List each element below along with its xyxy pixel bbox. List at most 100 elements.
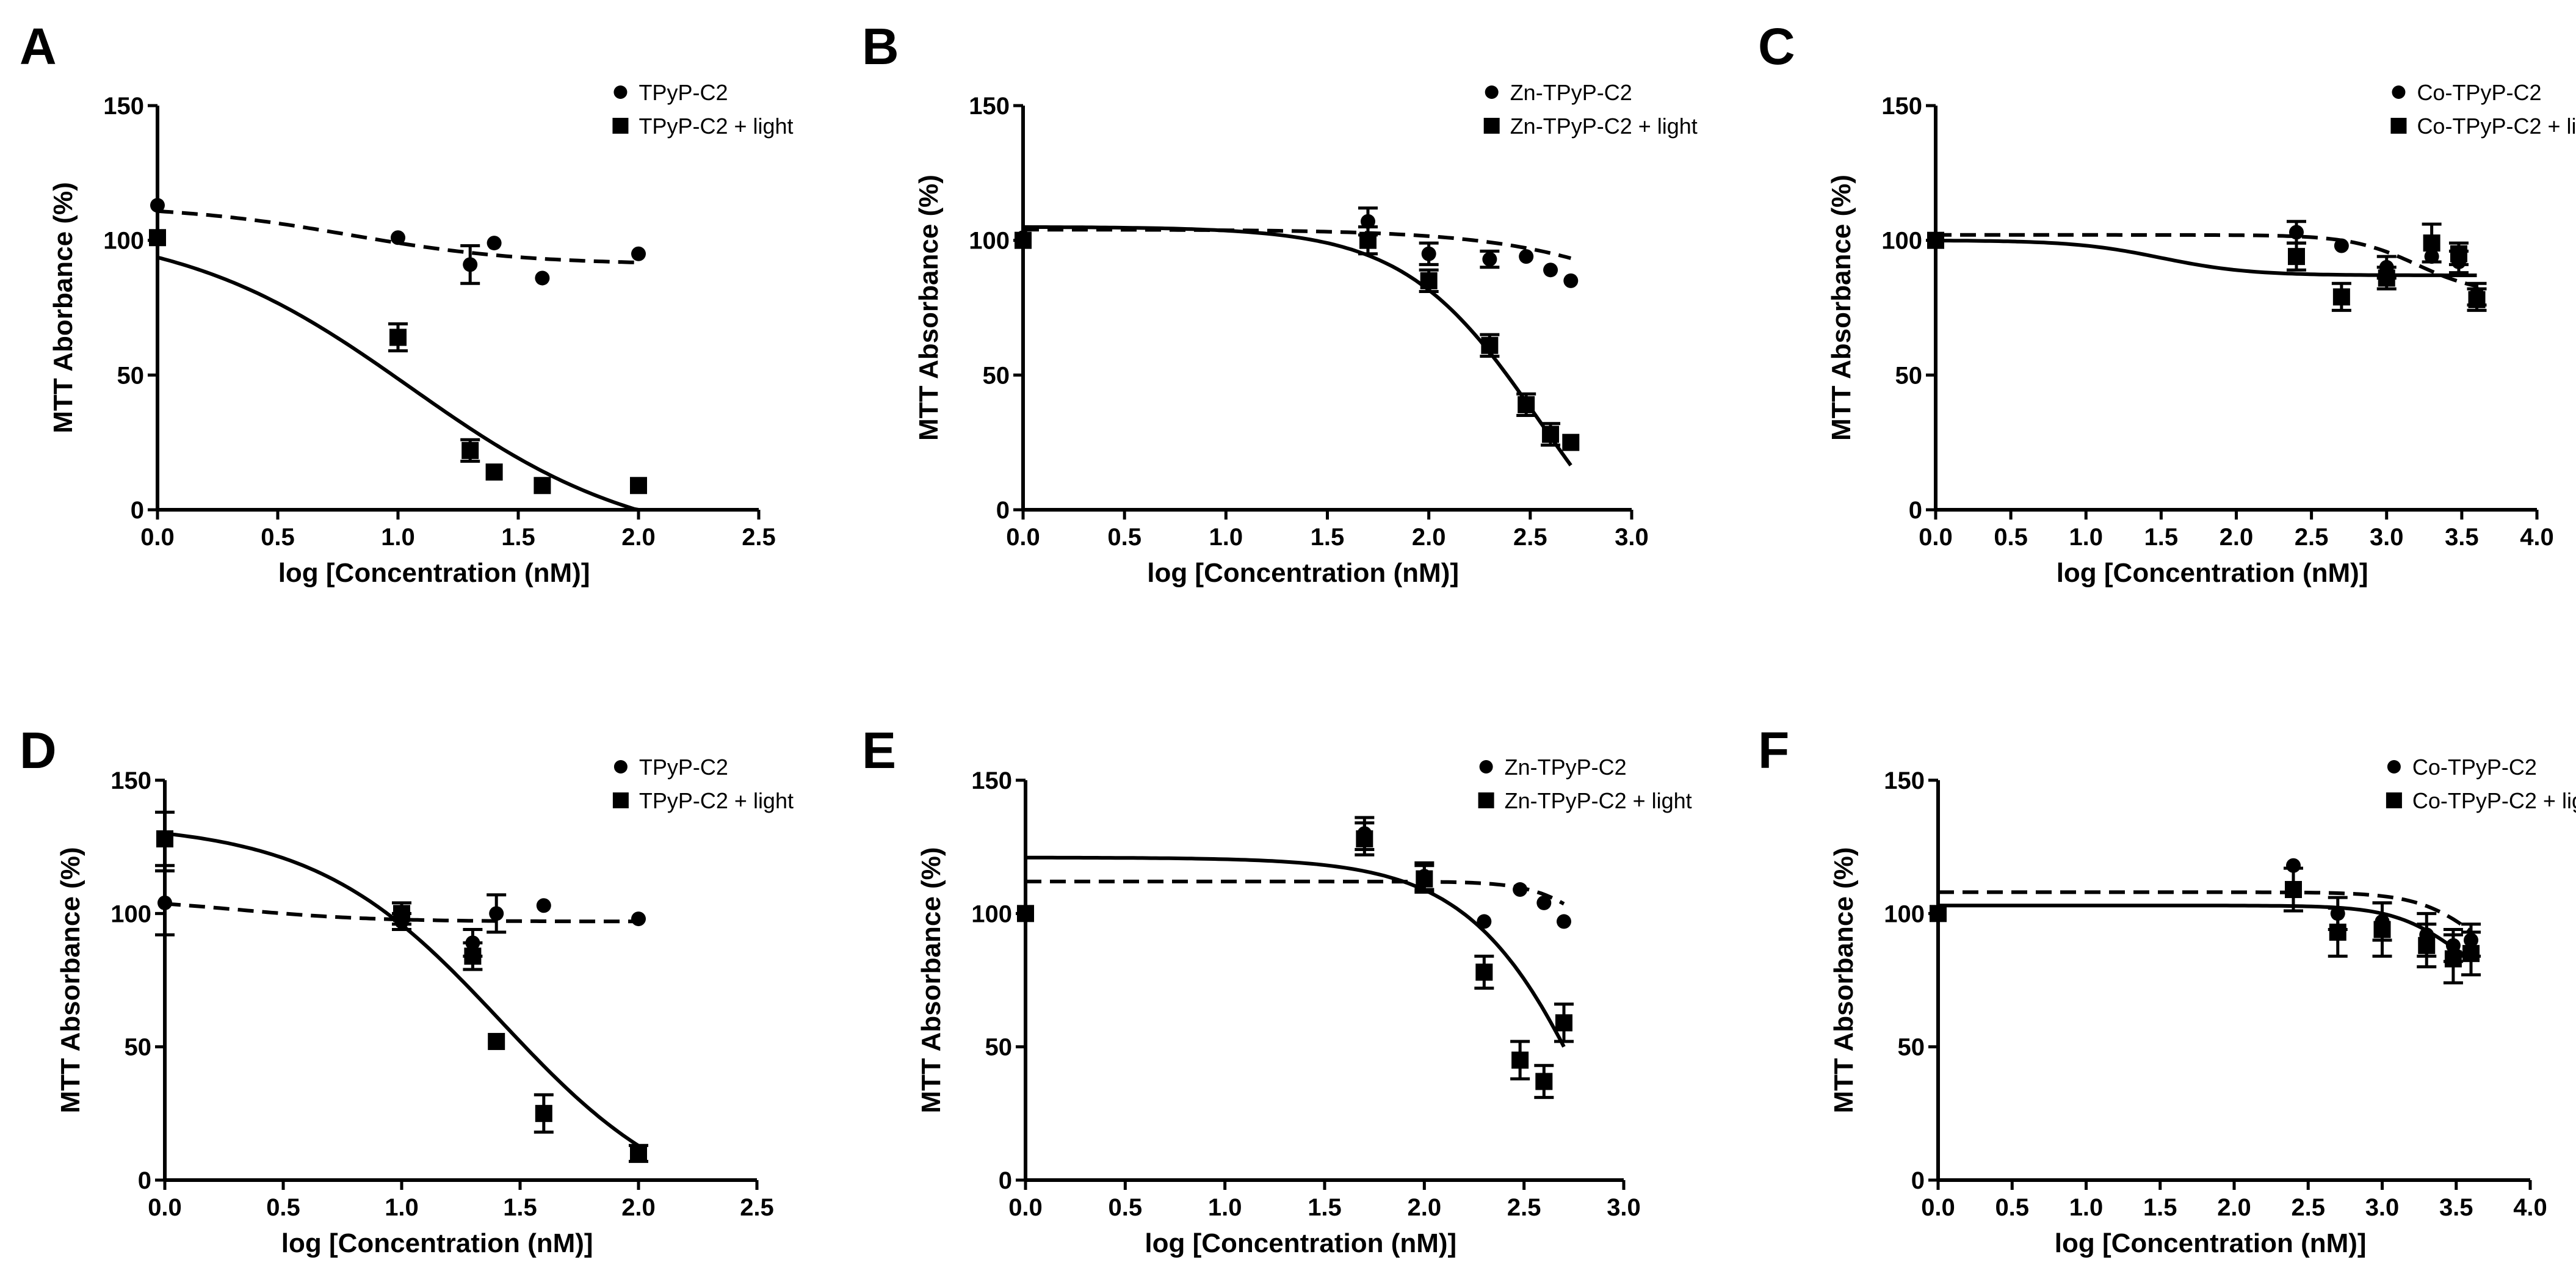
data-point-circle [489,906,504,921]
data-point-square [2373,921,2391,938]
legend-label: TPyP-C2 [639,755,728,780]
data-point-square [149,229,166,247]
y-tick-label: 0 [131,497,144,524]
data-point-circle [631,246,646,261]
fit-curve [1023,228,1572,260]
panel-letter: B [862,18,899,75]
data-point-square [1017,905,1034,922]
y-tick-label: 0 [1909,497,1922,524]
legend: Zn-TPyP-C2 Zn-TPyP-C2 + light [1478,755,1692,813]
y-tick-label: 150 [110,767,151,794]
y-tick-label: 0 [1911,1167,1925,1194]
legend: Zn-TPyP-C2 Zn-TPyP-C2 + light [1483,80,1698,139]
y-tick-label: 100 [969,228,1010,255]
data-point-square [630,1145,647,1162]
data-point-square [488,1032,505,1050]
panel-e: E 0.0 0.5 1.0 1.5 2.0 2.5 3.0 0 50 100 150 log [Conc… [862,722,1692,1258]
y-tick-label: 100 [1881,228,1922,255]
y-tick-label: 50 [125,1034,152,1061]
legend: Co-TPyP-C2 Co-TPyP-C2 + light [2386,755,2576,813]
legend-label: Co-TPyP-C2 [2417,80,2541,105]
panel-letter: D [20,722,57,779]
x-tick-label: 2.0 [1412,524,1446,551]
legend: TPyP-C2 TPyP-C2 + light [612,80,794,139]
x-tick-label: 0.0 [1006,524,1040,551]
panel-a: A 0.0 0.5 1.0 1.5 2.0 2.5 0 50 100 150 log [Concent… [20,18,794,588]
data-point-square [485,463,503,481]
x-tick-label: 1.5 [2143,1194,2177,1221]
x-tick-label: 0.0 [1008,1194,1043,1221]
data-point-square [1511,1051,1529,1069]
data-point-circle [487,236,502,251]
legend-marker-circle [2387,760,2401,774]
x-axis-title: log [Concentration (nM)] [281,1228,593,1258]
legend-label: TPyP-C2 + light [639,114,793,139]
fit-curve [164,832,640,1148]
data-point-circle [1543,263,1558,278]
x-tick-label: 2.0 [621,1194,656,1221]
x-tick-label: 0.5 [1109,1194,1143,1221]
y-tick-label: 100 [110,900,151,927]
y-tick-label: 50 [1895,362,1923,389]
data-point-circle [1557,914,1571,929]
series-light [1930,866,2481,985]
data-point-square [464,947,482,965]
x-axis-title: log [Concentration (nM)] [1145,1228,1456,1258]
y-tick-label: 150 [103,93,144,120]
data-point-circle [1519,249,1534,264]
fit-curve [1026,855,1566,1048]
data-point-circle [391,230,405,245]
data-point-square [389,328,407,346]
legend-marker-square [1478,792,1494,808]
series-light [1015,225,1580,466]
x-tick-label: 0.0 [140,524,175,551]
y-axis-title: MTT Absorbance (%) [1829,847,1859,1114]
legend-label: Co-TPyP-C2 + light [2412,788,2576,813]
data-point-square [393,905,410,922]
x-tick-label: 0.0 [1921,1194,1955,1221]
x-tick-label: 4.0 [2520,524,2554,551]
y-tick-label: 100 [1884,900,1925,927]
fit-curve [157,209,639,264]
data-point-circle [1421,246,1436,261]
data-point-square [1518,396,1535,413]
panel-letter: A [20,18,57,75]
x-tick-label: 2.5 [1507,1194,1541,1221]
x-tick-label: 2.5 [2291,1194,2325,1221]
data-point-square [1927,231,1944,249]
legend-marker-square [1483,118,1500,134]
legend-marker-circle [1479,760,1493,774]
legend-marker-circle [613,760,628,774]
data-point-circle [1536,895,1552,910]
series-light [1017,821,1574,1100]
data-point-square [1416,870,1433,888]
legend-marker-circle [1485,85,1499,99]
panel-f: F 0.0 0.5 1.0 1.5 2.0 2.5 3.0 3.5 4.0 0 50 100 150 log… [1758,722,2576,1258]
x-tick-label: 0.5 [1995,1194,2029,1221]
y-axis-title: MTT Absorbance (%) [1826,175,1856,441]
y-tick-label: 150 [1884,767,1925,794]
x-tick-label: 3.5 [2439,1194,2473,1221]
x-tick-label: 0.0 [1919,524,1953,551]
x-tick-label: 2.0 [621,524,656,551]
x-tick-label: 2.5 [1513,524,1547,551]
data-point-square [534,477,551,495]
legend-marker-square [612,792,629,808]
data-point-square [1475,963,1493,981]
data-point-circle [2289,225,2304,240]
legend-marker-circle [613,85,628,99]
y-axis-title: MTT Aborbance (%) [48,182,78,433]
panel-letter: C [1758,18,1795,75]
x-tick-label: 2.5 [742,524,776,551]
y-tick-label: 50 [1898,1034,1925,1061]
data-point-circle [1513,882,1528,897]
x-axis-title: log [Concentration (nM)] [278,558,590,588]
x-tick-label: 1.0 [381,524,415,551]
data-point-square [1562,433,1580,451]
data-point-square [461,441,479,459]
x-tick-label: 2.5 [2295,524,2329,551]
data-point-square [1356,830,1373,848]
x-tick-label: 1.5 [2144,524,2179,551]
x-tick-label: 1.0 [2069,1194,2104,1221]
y-tick-label: 150 [971,767,1012,794]
